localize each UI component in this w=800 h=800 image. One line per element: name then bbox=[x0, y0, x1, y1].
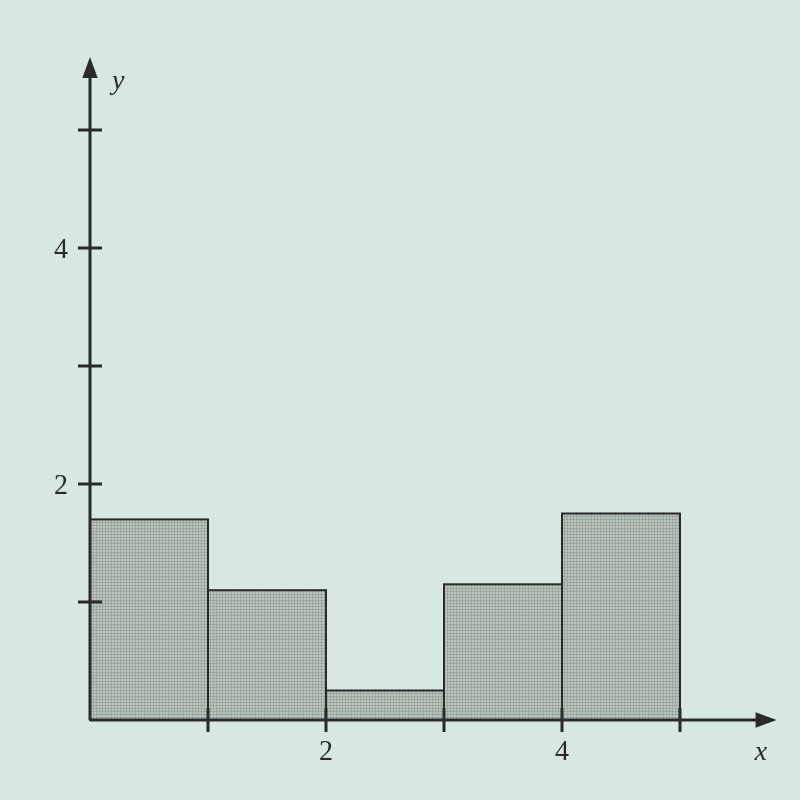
histogram-chart: 2 4 2 4 y x bbox=[0, 0, 800, 800]
svg-text:x: x bbox=[754, 736, 768, 767]
svg-text:2: 2 bbox=[319, 736, 333, 767]
chart-svg: 2 4 2 4 y x bbox=[0, 0, 800, 800]
svg-text:2: 2 bbox=[54, 470, 68, 501]
svg-text:4: 4 bbox=[555, 736, 569, 767]
svg-text:4: 4 bbox=[54, 234, 68, 265]
svg-text:y: y bbox=[109, 65, 125, 96]
